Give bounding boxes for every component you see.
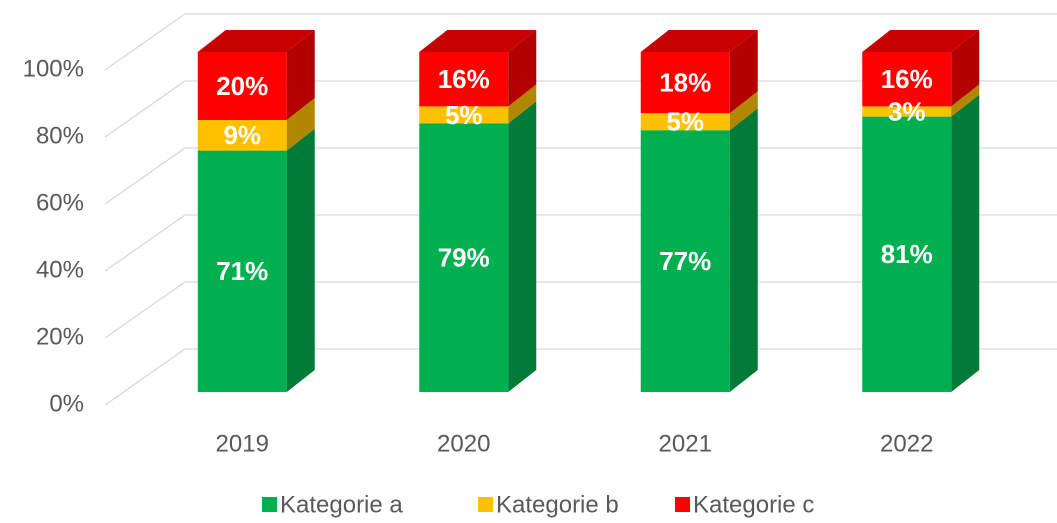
data-label: 79% xyxy=(438,243,490,273)
bar-top xyxy=(640,30,758,52)
grid-line xyxy=(104,147,186,205)
data-label: 71% xyxy=(216,256,268,286)
bar-segment xyxy=(640,52,730,114)
y-tick-label: 20% xyxy=(36,323,84,350)
bar-side xyxy=(951,94,980,392)
bar-top xyxy=(862,30,980,52)
bar-top xyxy=(197,30,315,52)
bar-segment xyxy=(862,116,952,392)
bar-segment xyxy=(640,130,730,392)
grid-line xyxy=(104,348,186,406)
y-tick-label: 100% xyxy=(23,55,84,82)
legend-label: Kategorie c xyxy=(693,491,814,518)
data-label: 18% xyxy=(659,67,711,97)
data-label: 16% xyxy=(438,64,490,94)
y-tick-label: 80% xyxy=(36,122,84,149)
grid-line xyxy=(104,214,186,272)
x-tick-label: 2020 xyxy=(437,430,490,457)
bar-segment xyxy=(419,123,509,393)
bar-segment xyxy=(419,106,509,124)
data-label: 81% xyxy=(881,239,933,269)
legend-swatch xyxy=(262,497,277,512)
grid-line xyxy=(104,281,186,339)
y-tick-label: 0% xyxy=(49,390,84,417)
data-label: 5% xyxy=(445,100,483,130)
data-label: 16% xyxy=(881,64,933,94)
bar-segment xyxy=(640,113,730,131)
x-tick-label: 2022 xyxy=(880,430,933,457)
bar-side xyxy=(508,101,537,393)
grid-line xyxy=(104,13,186,71)
legend-swatch xyxy=(675,497,690,512)
x-tick-label: 2021 xyxy=(659,430,712,457)
legend-label: Kategorie a xyxy=(280,491,403,518)
bar-side xyxy=(729,30,758,114)
grid-line xyxy=(104,80,186,138)
bar-top xyxy=(419,30,537,52)
bar-side xyxy=(286,30,315,120)
bar-side xyxy=(508,30,537,107)
x-tick-label: 2019 xyxy=(216,430,269,457)
bar-segment xyxy=(197,52,287,120)
bar-segment xyxy=(197,120,287,151)
bar-side xyxy=(286,128,315,392)
data-label: 20% xyxy=(216,71,268,101)
legend-swatch xyxy=(478,497,493,512)
y-tick-label: 40% xyxy=(36,256,84,283)
data-label: 3% xyxy=(888,96,926,126)
data-label: 77% xyxy=(659,246,711,276)
bar-segment xyxy=(197,150,287,392)
bar-segment xyxy=(419,52,509,107)
bar-side xyxy=(729,91,758,131)
bar-segment xyxy=(862,52,952,107)
bar-segment xyxy=(862,106,952,117)
bar-side xyxy=(951,30,980,107)
bar-side xyxy=(951,84,980,117)
data-label: 9% xyxy=(223,120,261,150)
y-tick-label: 60% xyxy=(36,189,84,216)
bar-side xyxy=(508,84,537,124)
legend-label: Kategorie b xyxy=(496,491,619,518)
bar-side xyxy=(286,98,315,151)
data-label: 5% xyxy=(666,107,704,137)
bar-side xyxy=(729,108,758,392)
